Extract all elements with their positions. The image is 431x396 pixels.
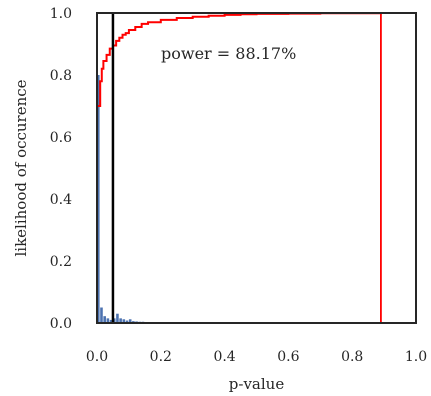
x-tick-label: 0.8 [341,349,363,365]
x-axis-label: p-value [229,375,285,393]
x-axis-ticks: 0.0 0.2 0.4 0.6 0.8 1.0 [86,349,427,365]
y-tick-label: 0.2 [50,254,72,270]
x-tick-label: 0.0 [86,349,108,365]
cdf-step-line [97,12,382,107]
y-axis-label: likelihood of occurence [12,79,30,256]
histogram-bar-2 [103,316,106,323]
histogram-bar-10 [128,319,132,323]
histogram-bar-6 [116,313,119,323]
histogram-bar-3 [106,318,110,323]
x-tick-label: 1.0 [405,349,427,365]
histogram-bars [97,75,154,323]
histogram-bar-4 [109,319,113,323]
y-tick-label: 0.6 [50,130,72,146]
power-annotation: power = 88.17% [161,44,296,63]
histogram-bar-1 [100,307,103,323]
plot-frame [96,12,417,324]
y-axis-ticks: 0.0 0.2 0.4 0.6 0.8 1.0 [50,6,72,332]
y-tick-label: 0.0 [50,316,72,332]
histogram-bar-9 [125,320,129,323]
y-tick-label: 1.0 [50,6,72,22]
y-tick-label: 0.8 [50,68,72,84]
x-tick-label: 0.4 [213,349,235,365]
x-tick-label: 0.6 [277,349,299,365]
histogram-bar-8 [122,319,126,323]
histogram-bar-0 [97,75,100,323]
y-tick-label: 0.4 [50,192,72,208]
histogram-bar-7 [119,318,122,323]
histogram-bar-5 [112,318,116,323]
chart-lines [97,12,382,323]
x-tick-label: 0.2 [150,349,172,365]
